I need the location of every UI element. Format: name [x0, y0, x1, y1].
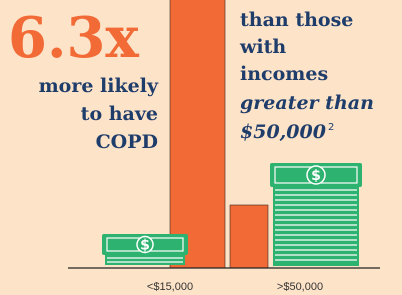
- stack-edges: [275, 190, 357, 260]
- description-line: COPD: [96, 131, 158, 153]
- comparison-emphasis: $50,000: [240, 121, 326, 143]
- description-line: to have: [81, 103, 158, 125]
- description-line: more likely: [39, 75, 159, 97]
- comparison-line: than those: [240, 9, 353, 31]
- category-label: <$15,000: [147, 281, 193, 293]
- money-symbol: $: [140, 238, 150, 254]
- footnote-marker: 2: [328, 122, 334, 133]
- money-stack-small: $: [102, 234, 188, 265]
- comparison-line: incomes: [240, 63, 328, 85]
- money-symbol: $: [311, 168, 321, 184]
- bar: [230, 205, 268, 268]
- money-stack-large: $: [270, 163, 362, 266]
- infographic: 6.3x more likely to have COPD than those…: [0, 0, 402, 295]
- headline: 6.3x: [8, 5, 139, 71]
- comparison-emphasis: greater than: [240, 92, 374, 114]
- category-label: >$50,000: [277, 281, 323, 293]
- bar: [170, 0, 225, 268]
- comparison-line: with: [239, 36, 286, 58]
